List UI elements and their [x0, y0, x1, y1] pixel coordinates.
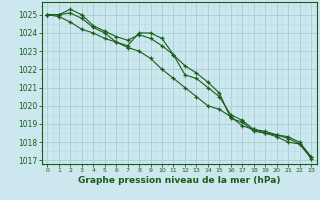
X-axis label: Graphe pression niveau de la mer (hPa): Graphe pression niveau de la mer (hPa) — [78, 176, 280, 185]
